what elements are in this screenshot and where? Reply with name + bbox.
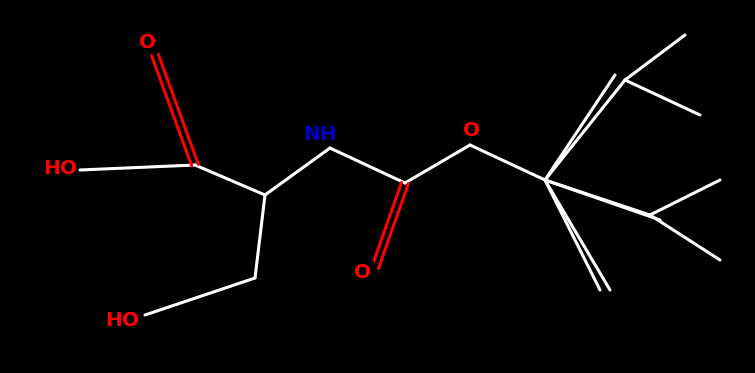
Text: O: O (464, 122, 481, 141)
Text: NH: NH (303, 125, 337, 144)
Text: NH: NH (303, 125, 337, 144)
Text: HO: HO (105, 310, 139, 329)
Text: HO: HO (43, 159, 77, 178)
Text: O: O (354, 263, 371, 282)
Text: O: O (464, 122, 481, 141)
Text: O: O (140, 32, 156, 51)
Text: O: O (354, 263, 371, 282)
